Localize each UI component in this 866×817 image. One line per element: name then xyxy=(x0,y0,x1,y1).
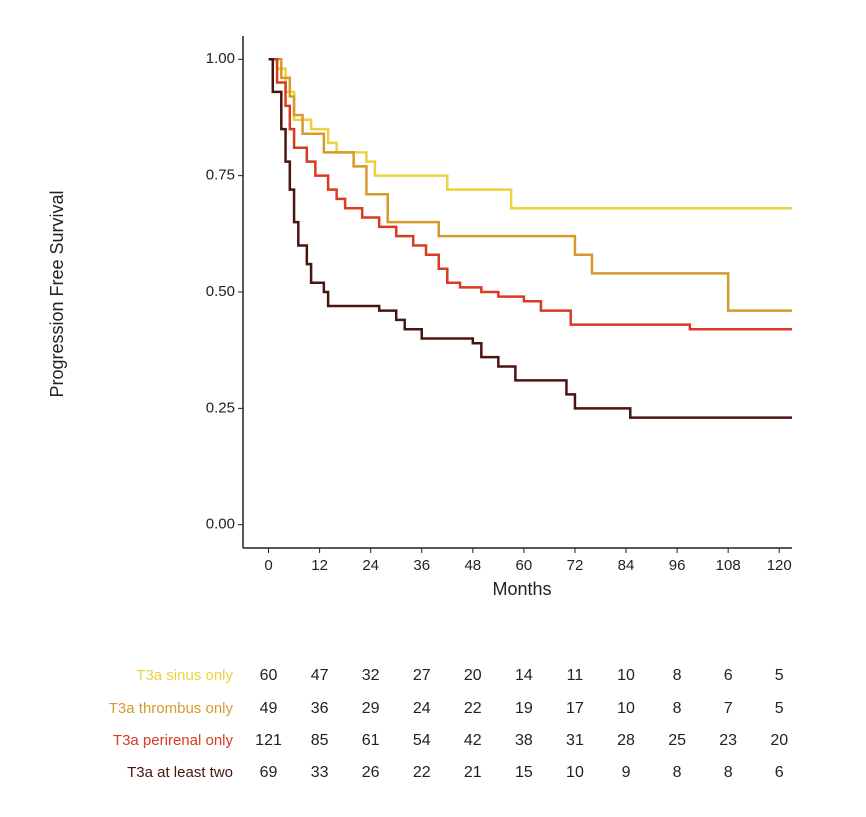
risk-count: 38 xyxy=(515,732,533,749)
risk-count: 26 xyxy=(362,764,380,781)
y-tick-label: 0.25 xyxy=(206,399,235,416)
risk-row-name: T3a perirenal only xyxy=(113,732,234,749)
risk-count: 7 xyxy=(724,700,733,717)
x-tick-label: 84 xyxy=(618,557,635,574)
risk-count: 10 xyxy=(566,764,584,781)
risk-count: 85 xyxy=(311,732,329,749)
risk-count: 20 xyxy=(770,732,788,749)
survival-curve xyxy=(268,58,792,312)
risk-count: 21 xyxy=(464,764,482,781)
risk-count: 24 xyxy=(413,700,431,717)
y-tick-label: 1.00 xyxy=(206,50,235,67)
y-tick-label: 0.00 xyxy=(206,516,235,533)
x-tick-label: 12 xyxy=(311,557,328,574)
x-tick-label: 108 xyxy=(716,557,741,574)
risk-count: 8 xyxy=(673,700,682,717)
risk-count: 6 xyxy=(775,764,784,781)
y-tick-label: 0.75 xyxy=(206,167,235,184)
risk-count: 27 xyxy=(413,667,431,684)
risk-count: 69 xyxy=(260,764,278,781)
risk-count: 23 xyxy=(719,732,737,749)
x-tick-label: 96 xyxy=(669,557,686,574)
risk-count: 9 xyxy=(622,764,631,781)
risk-count: 47 xyxy=(311,667,329,684)
x-tick-label: 36 xyxy=(413,557,430,574)
risk-count: 5 xyxy=(775,700,784,717)
risk-row-name: T3a thrombus only xyxy=(109,700,234,717)
risk-count: 31 xyxy=(566,732,584,749)
risk-count: 49 xyxy=(260,700,278,717)
risk-count: 10 xyxy=(617,700,635,717)
risk-count: 28 xyxy=(617,732,635,749)
risk-count: 20 xyxy=(464,667,482,684)
risk-count: 22 xyxy=(413,764,431,781)
risk-count: 33 xyxy=(311,764,329,781)
risk-count: 42 xyxy=(464,732,482,749)
risk-count: 8 xyxy=(724,764,733,781)
risk-count: 121 xyxy=(255,732,282,749)
risk-count: 60 xyxy=(260,667,278,684)
risk-count: 22 xyxy=(464,700,482,717)
x-tick-label: 24 xyxy=(362,557,379,574)
risk-count: 17 xyxy=(566,700,584,717)
risk-count: 54 xyxy=(413,732,431,749)
x-tick-label: 60 xyxy=(516,557,533,574)
risk-count: 6 xyxy=(724,667,733,684)
y-axis-label: Progression Free Survival xyxy=(47,190,67,397)
risk-count: 10 xyxy=(617,667,635,684)
survival-curve xyxy=(268,58,792,210)
risk-count: 5 xyxy=(775,667,784,684)
risk-count: 8 xyxy=(673,764,682,781)
risk-count: 11 xyxy=(567,667,584,684)
y-tick-label: 0.50 xyxy=(206,283,235,300)
x-tick-label: 120 xyxy=(767,557,792,574)
x-tick-label: 48 xyxy=(464,557,481,574)
x-tick-label: 0 xyxy=(264,557,272,574)
risk-row-name: T3a at least two xyxy=(127,764,233,781)
risk-count: 25 xyxy=(668,732,686,749)
risk-count: 8 xyxy=(673,667,682,684)
risk-count: 29 xyxy=(362,700,380,717)
survival-curve xyxy=(268,58,792,419)
risk-count: 19 xyxy=(515,700,533,717)
risk-count: 36 xyxy=(311,700,329,717)
risk-row-name: T3a sinus only xyxy=(136,667,233,684)
risk-count: 61 xyxy=(362,732,380,749)
risk-count: 14 xyxy=(515,667,533,684)
risk-count: 32 xyxy=(362,667,380,684)
x-axis-label: Months xyxy=(492,579,551,599)
risk-count: 15 xyxy=(515,764,533,781)
survival-curve xyxy=(268,58,792,331)
x-tick-label: 72 xyxy=(567,557,584,574)
